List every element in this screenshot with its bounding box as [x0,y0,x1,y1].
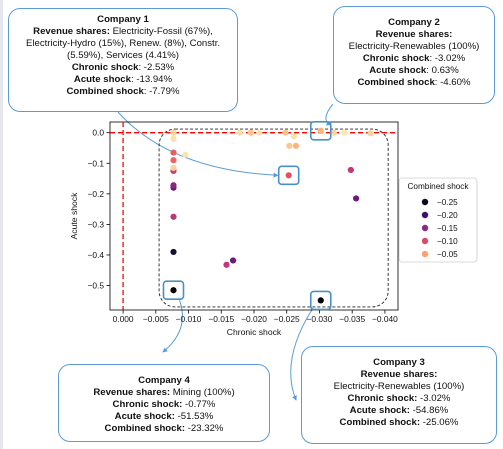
data-point [282,129,289,136]
highlight-box [309,290,332,311]
legend-marker [421,198,429,206]
company-3-acute: Acute shock: -54.86% [349,405,449,416]
company-1-title: Company 1 [97,14,149,25]
plot-area: 0.000 −0.005 −0.010 −0.015 −0.020 −0.025 −0.03… [69,120,399,337]
axes-frame [109,121,399,311]
company-4-combined: Combined shock: -23.32% [104,423,224,434]
window-edge [0,0,3,449]
data-point [347,166,354,174]
x-tick-label: −0.035 [339,314,365,324]
y-tick-label: −0.3 [87,219,104,229]
data-point [170,157,177,164]
callout-company-1: Company 1 Revenue shares: Electricity-Fo… [8,8,238,112]
legend-label: −0.10 [437,237,458,246]
data-point [367,130,374,137]
data-point [317,297,324,304]
company-3-title: Company 3 [373,357,425,368]
y-tick-label: 0.0 [92,128,104,138]
company-2-revenue: Electricity-Renewables (100%) [348,41,480,52]
data-point [170,287,177,294]
company-2-combined: Combined shock: -4.60% [357,77,471,88]
data-point [341,129,348,136]
legend: Combined shock −0.25 −0.20 −0.15 −0.10 −0.05 [398,177,478,263]
y-tick-label: −0.1 [87,158,104,168]
data-point [353,195,360,202]
company-2-revenue-label: Revenue shares: [375,29,453,40]
x-tick-label: −0.040 [372,314,398,324]
data-point [223,261,230,268]
y-tick-label: −0.5 [87,281,104,291]
company-1-combined: Combined shock: -7.79% [66,86,180,97]
data-point [170,149,177,156]
data-point [170,213,177,220]
x-axis-label: Chronic shock [227,327,282,337]
x-tick-label: −0.005 [143,314,169,324]
x-tick-label: −0.020 [241,314,267,324]
data-point [170,182,177,189]
data-point [170,164,177,171]
data-point [170,135,177,142]
data-point [229,257,237,264]
data-point [330,129,337,136]
data-point [182,151,189,158]
company-1-revenue: Revenue shares: Electricity-Fossil (67%)… [25,26,221,61]
y-tick-label: −0.2 [87,189,104,199]
legend-marker [421,224,429,232]
data-point [292,142,299,149]
x-tick-label: −0.015 [208,314,234,324]
highlight-box [277,165,300,186]
company-3-revenue: Electricity-Renewables (100%) [333,381,465,392]
company-4-revenue: Revenue shares: Mining (100%) [93,387,235,398]
cluster-outline [158,128,389,308]
company-2-acute: Acute shock: 0.63% [369,65,459,76]
data-point [236,129,243,136]
company-2-title: Company 2 [388,17,440,28]
legend-marker [421,237,429,245]
legend-label: −0.05 [437,250,458,259]
data-point [317,127,324,134]
callout-company-4: Company 4 Revenue shares: Mining (100%) … [58,364,270,442]
callout-company-3: Company 3 Revenue shares: Electricity-Re… [301,346,497,444]
y-axis-label: Acute shock [69,192,79,240]
callout-company-2: Company 2 Revenue shares: Electricity-Re… [333,6,495,104]
highlight-box [162,280,185,301]
data-point [286,142,293,149]
connector-company-4 [162,300,183,353]
company-3-chronic: Chronic shock: -3.02% [347,393,451,404]
legend-label: −0.25 [437,198,458,207]
data-point [290,133,298,140]
data-point [285,172,292,179]
x-tick-label: −0.025 [274,314,300,324]
x-tick-label: −0.010 [176,314,202,324]
legend-title: Combined shock [408,182,470,191]
company-3-revenue-label: Revenue shares: [360,369,438,380]
y-tick-label: −0.4 [87,250,104,260]
legend-box [398,177,478,263]
highlight-box [309,120,332,141]
connector-company-2 [325,103,334,126]
data-point [170,248,177,256]
company-4-acute: Acute shock: -51.53% [114,411,214,422]
legend-marker [421,250,429,258]
company-1-chronic: Chronic shock: -2.53% [71,62,175,73]
connector-company-1 [117,111,279,178]
data-point [256,129,263,136]
company-3-combined: Combined shock: -25.06% [339,417,459,428]
company-4-chronic: Chronic shock: -0.77% [112,399,216,410]
connector-company-3 [290,308,314,401]
data-point [247,129,254,136]
legend-marker [421,211,429,219]
company-1-acute: Acute shock: -13.94% [73,74,173,85]
company-4-title: Company 4 [138,375,190,386]
company-2-chronic: Chronic shock: -3.02% [362,53,466,64]
legend-label: −0.15 [437,224,458,233]
legend-label: −0.20 [437,211,458,220]
x-tick-label: 0.000 [113,314,134,324]
data-point [170,129,177,136]
x-tick-label: −0.030 [307,314,333,324]
